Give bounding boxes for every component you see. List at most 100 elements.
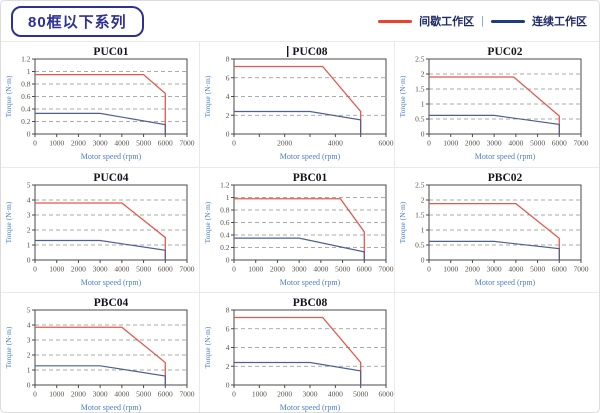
x-tick-label: 4000 <box>508 265 523 274</box>
chart-title: PBC01 <box>293 172 328 184</box>
y-tick-label: 4 <box>226 343 230 352</box>
x-tick-label: 7000 <box>180 390 195 399</box>
x-axis-label: Motor speed (rpm) <box>81 403 142 412</box>
continuous-zone-line <box>234 237 365 260</box>
y-tick-label: 2 <box>27 226 31 235</box>
y-tick-label: 0 <box>421 130 425 139</box>
chart-cell-puc04: 0 1 2 3 4 5 0 1000 2000 3000 4000 5000 6000 7000 PUC04… <box>1 168 200 293</box>
x-tick-label: 4000 <box>508 139 523 148</box>
chart-puc01: 0 0.2 0.4 0.6 0.8 1 1.2 0 1000 2000 3000 4000 5000 60… <box>4 46 195 161</box>
chart-title: PBC02 <box>488 172 523 184</box>
x-tick-label: 0 <box>232 139 236 148</box>
y-axis-label: Torque (N·m) <box>203 326 212 368</box>
y-tick-label: 6 <box>226 324 230 333</box>
x-tick-label: 2000 <box>71 265 86 274</box>
y-tick-label: 3 <box>27 336 31 345</box>
chart-cell-puc02: 0 0.5 1 1.5 2 2.5 0 1000 2000 3000 4000 5000 6000 700… <box>395 42 599 168</box>
y-tick-label: 4 <box>27 321 31 330</box>
plot-frame <box>34 184 188 261</box>
x-tick-label: 3000 <box>93 265 108 274</box>
continuous-zone-line <box>234 110 362 134</box>
continuous-zone-line <box>35 112 166 134</box>
y-tick-label: 1 <box>421 226 425 235</box>
x-tick-label: 7000 <box>180 139 195 148</box>
y-tick-label: 0.8 <box>21 80 31 89</box>
x-tick-label: 2000 <box>71 139 86 148</box>
y-tick-label: 1.2 <box>220 181 230 190</box>
x-axis-label: Motor speed (rpm) <box>280 152 341 161</box>
x-tick-label: 6000 <box>552 139 567 148</box>
chart-pbc04: 0 1 2 3 4 5 0 1000 2000 3000 4000 5000 6000 7000 PBC04… <box>4 297 195 412</box>
y-tick-label: 1 <box>421 100 425 109</box>
x-tick-label: 6000 <box>552 265 567 274</box>
x-tick-label: 3000 <box>93 390 108 399</box>
chart-pbc08: 0 2 4 6 8 0 1000 2000 3000 4000 5000 6000 PBC08 Motor… <box>203 297 394 412</box>
x-tick-label: 7000 <box>180 265 195 274</box>
x-axis-label: Motor speed (rpm) <box>81 152 142 161</box>
x-tick-label: 5000 <box>530 265 545 274</box>
intermittent-zone-line <box>429 202 560 260</box>
legend: 间歇工作区 | 连续工作区 <box>378 13 587 29</box>
intermittent-zone-line <box>429 76 560 134</box>
legend-label-intermittent: 间歇工作区 <box>419 16 475 28</box>
y-tick-label: 5 <box>27 306 31 315</box>
x-tick-label: 5000 <box>136 265 151 274</box>
chart-cell-puc01: 0 0.2 0.4 0.6 0.8 1 1.2 0 1000 2000 3000 4000 5000 60… <box>1 42 200 168</box>
chart-title: PBC08 <box>293 297 328 309</box>
y-tick-label: 0 <box>226 130 230 139</box>
intermittent-zone-line <box>234 65 362 134</box>
x-tick-label: 4000 <box>328 139 343 148</box>
x-tick-label: 6000 <box>158 139 173 148</box>
x-tick-label: 1000 <box>252 390 267 399</box>
x-tick-label: 0 <box>33 265 37 274</box>
chart-puc04: 0 1 2 3 4 5 0 1000 2000 3000 4000 5000 6000 7000 PUC04… <box>4 172 195 287</box>
x-tick-label: 3000 <box>303 390 318 399</box>
chart-title: PUC04 <box>93 172 128 184</box>
x-tick-label: 4000 <box>114 390 129 399</box>
x-tick-label: 1000 <box>443 139 458 148</box>
x-tick-label: 2000 <box>270 265 285 274</box>
chart-cell-puc08: 0 2 4 6 8 0 2000 4000 6000 PUC08 Motor speed (rpm)… <box>200 42 395 168</box>
x-tick-label: 7000 <box>574 265 589 274</box>
x-axis-label: Motor speed (rpm) <box>280 278 341 287</box>
y-axis-label: Torque (N·m) <box>203 201 212 243</box>
legend-label-continuous: 连续工作区 <box>532 16 587 28</box>
x-tick-label: 2000 <box>465 265 480 274</box>
y-tick-label: 1.2 <box>21 55 31 64</box>
continuous-zone-line <box>35 365 166 385</box>
x-tick-label: 0 <box>232 265 236 274</box>
y-tick-label: 0 <box>27 381 31 390</box>
y-tick-label: 1.5 <box>415 85 425 94</box>
y-tick-label: 1 <box>27 241 31 250</box>
x-tick-label: 6000 <box>158 265 173 274</box>
y-tick-label: 1.5 <box>415 211 425 220</box>
y-tick-label: 2 <box>421 70 425 79</box>
y-axis-label: Torque (N·m) <box>4 75 13 117</box>
y-tick-label: 2 <box>27 351 31 360</box>
y-tick-label: 4 <box>27 196 31 205</box>
chart-cell-pbc04: 0 1 2 3 4 5 0 1000 2000 3000 4000 5000 6000 7000 PBC04… <box>1 293 200 412</box>
y-tick-label: 2.5 <box>415 55 425 64</box>
text-cursor <box>287 46 289 57</box>
y-tick-label: 5 <box>27 181 31 190</box>
x-tick-label: 3000 <box>487 139 502 148</box>
plot-frame <box>428 58 582 135</box>
x-axis-label: Motor speed (rpm) <box>475 278 536 287</box>
chart-cell-pbc08: 0 2 4 6 8 0 1000 2000 3000 4000 5000 6000 PBC08 Motor… <box>200 293 395 412</box>
x-tick-label: 1000 <box>443 265 458 274</box>
x-axis-label: Motor speed (rpm) <box>475 152 536 161</box>
y-tick-label: 0.6 <box>21 92 31 101</box>
intermittent-zone-line <box>35 202 166 260</box>
intermittent-zone-line <box>35 326 166 385</box>
x-tick-label: 7000 <box>379 265 394 274</box>
x-tick-label: 2000 <box>277 139 292 148</box>
x-tick-label: 6000 <box>158 390 173 399</box>
x-tick-label: 0 <box>427 139 431 148</box>
page-header: 80框以下系列 间歇工作区 | 连续工作区 <box>1 1 599 41</box>
x-tick-label: 6000 <box>379 390 394 399</box>
y-tick-label: 2 <box>421 196 425 205</box>
x-tick-label: 5000 <box>530 139 545 148</box>
y-tick-label: 0.4 <box>21 105 31 114</box>
x-tick-label: 4000 <box>328 390 343 399</box>
